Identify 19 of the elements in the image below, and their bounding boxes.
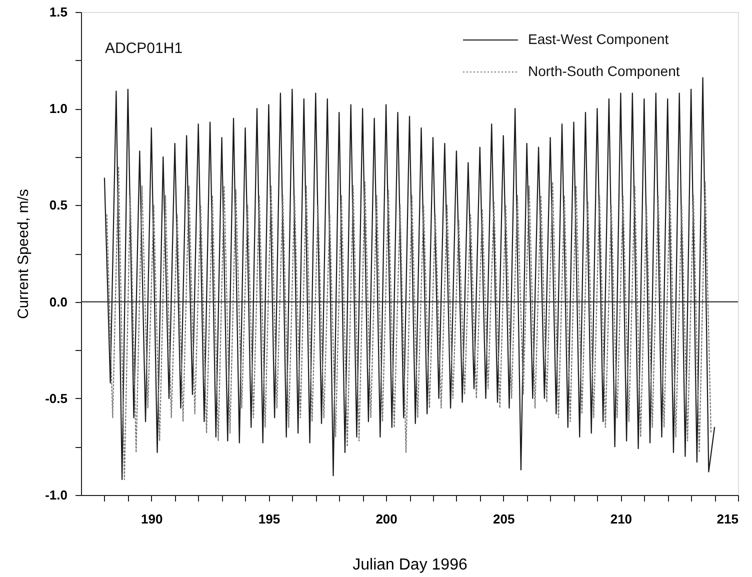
legend-label: East-West Component bbox=[528, 31, 669, 47]
line-series bbox=[106, 166, 712, 480]
y-tick-label: -0.5 bbox=[45, 390, 68, 406]
y-axis-title: Current Speed, m/s bbox=[15, 188, 32, 320]
x-tick-label: 200 bbox=[376, 512, 398, 526]
y-tick-label: 1.5 bbox=[49, 4, 68, 20]
y-tick-label: 0.5 bbox=[49, 198, 68, 213]
line-series bbox=[104, 77, 716, 480]
x-axis-title: Julian Day 1996 bbox=[352, 556, 468, 574]
x-tick-label: 195 bbox=[258, 512, 280, 526]
x-tick-label: 210 bbox=[610, 512, 632, 526]
y-tick-label: 1.0 bbox=[49, 101, 68, 116]
y-tick-label: -1.0 bbox=[45, 488, 68, 502]
annotation: ADCP01H1 bbox=[105, 40, 183, 57]
x-tick-label: 205 bbox=[493, 512, 515, 526]
x-tick-label: 215 bbox=[716, 512, 738, 526]
x-tick-label: 190 bbox=[141, 512, 163, 526]
legend-label: North-South Component bbox=[528, 63, 680, 79]
y-tick-label: 0.0 bbox=[49, 294, 68, 310]
